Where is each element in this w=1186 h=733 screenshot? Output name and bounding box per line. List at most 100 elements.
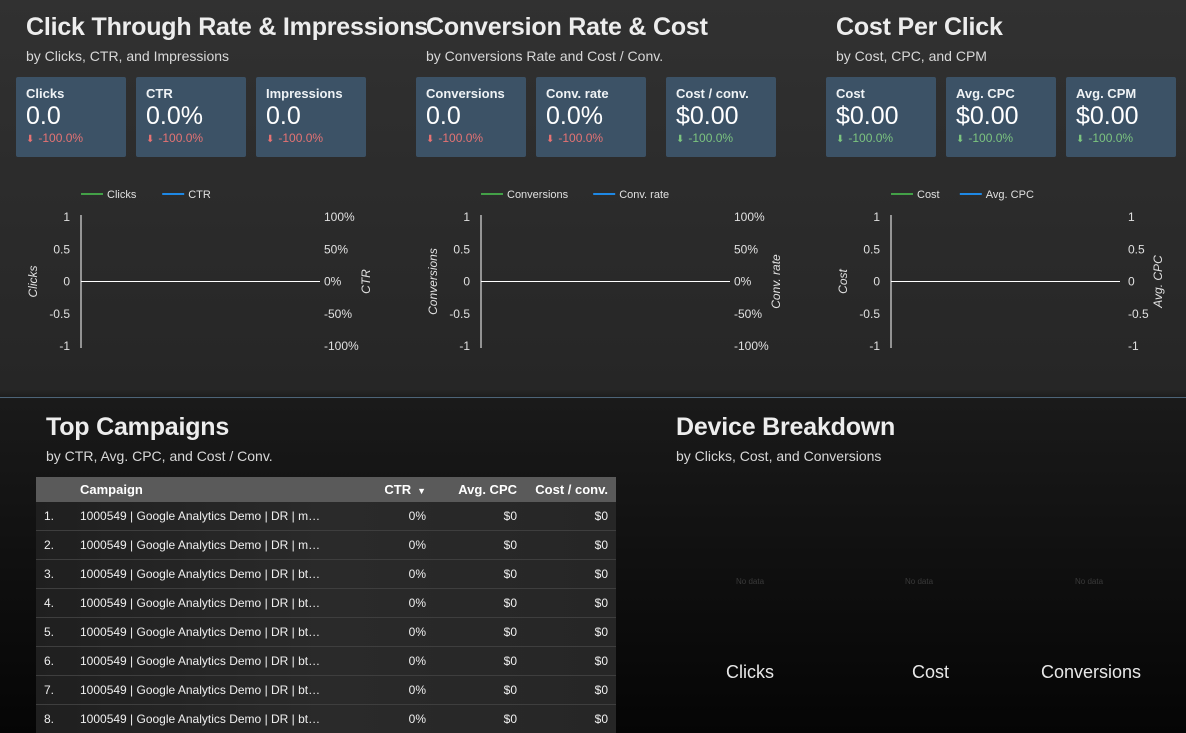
legend-label[interactable]: Cost — [917, 189, 940, 201]
row-index: 4. — [44, 596, 55, 610]
table-row[interactable]: 3. 1000549 | Google Analytics Demo | DR |… — [36, 560, 616, 589]
kpi-delta: ⬇ -100.0% — [426, 131, 516, 145]
column-header-campaign[interactable]: Campaign — [80, 482, 143, 497]
row-index: 7. — [44, 683, 55, 697]
kpi-delta-value: -100.0% — [38, 131, 84, 145]
kpi-value: 0.0 — [426, 102, 461, 130]
section-subtitle: by Clicks, Cost, and Conversions — [676, 448, 882, 464]
arrow-down-icon: ⬇ — [26, 134, 35, 145]
table-row[interactable]: 5. 1000549 | Google Analytics Demo | DR |… — [36, 618, 616, 647]
y-tick-label: -1 — [59, 339, 70, 353]
y2-axis-title: Conv. rate — [769, 254, 783, 309]
column-header-avg-cpc[interactable]: Avg. CPC — [458, 482, 517, 497]
kpi-delta-value: -100.0% — [968, 131, 1014, 145]
kpi-card-avg-cpc[interactable]: Avg. CPC $0.00 ⬇ -100.0% — [946, 77, 1056, 157]
kpi-delta: ⬇ -100.0% — [836, 131, 926, 145]
cost-cpc-chart[interactable]: Cost Avg. CPC 1 0.5 0 -0.5 -1 1 0.5 0 -0.5 -1 Cost Av… — [810, 178, 1186, 358]
kpi-delta: ⬇ -100.0% — [266, 131, 356, 145]
y-tick-label: 1 — [63, 210, 70, 224]
table-row[interactable]: 8. 1000549 | Google Analytics Demo | DR |… — [36, 705, 616, 733]
kpi-value: 0.0% — [546, 102, 603, 130]
section-title: Top Campaigns — [46, 413, 230, 441]
sort-descending-icon[interactable]: ▼ — [417, 486, 426, 496]
avg-cpc-cell: $0 — [503, 509, 517, 523]
device-cost-label: Cost — [912, 662, 950, 682]
kpi-card-cost-conv[interactable]: Cost / conv. $0.00 ⬇ -100.0% — [666, 77, 776, 157]
conversions-rate-chart[interactable]: Conversions Conv. rate 1 0.5 0 -0.5 -1 100% 50% 0… — [400, 178, 810, 358]
kpi-label: Conv. rate — [546, 86, 609, 101]
kpi-value: 0.0% — [146, 102, 203, 130]
y2-tick-label: -100% — [734, 339, 769, 353]
ctr-cell: 0% — [408, 596, 426, 610]
section-title: Device Breakdown — [676, 413, 896, 441]
ctr-cell: 0% — [408, 567, 426, 581]
table-row[interactable]: 2. 1000549 | Google Analytics Demo | DR |… — [36, 531, 616, 560]
table-row[interactable]: 4. 1000549 | Google Analytics Demo | DR |… — [36, 589, 616, 618]
arrow-down-icon: ⬇ — [426, 134, 435, 145]
column-header-cost-conv[interactable]: Cost / conv. — [535, 482, 608, 497]
kpi-delta-value: -100.0% — [1088, 131, 1134, 145]
arrow-down-icon: ⬇ — [266, 134, 275, 145]
section-title: Click Through Rate & Impressions — [26, 13, 429, 41]
legend-label[interactable]: Conversions — [507, 189, 569, 201]
kpi-label: Cost — [836, 86, 865, 101]
kpi-delta-value: -100.0% — [688, 131, 734, 145]
y2-tick-label: 0% — [324, 275, 342, 289]
row-index: 3. — [44, 567, 55, 581]
campaign-cell: 1000549 | Google Analytics Demo | DR | m… — [80, 538, 324, 552]
campaign-cell: 1000549 | Google Analytics Demo | DR | b… — [80, 654, 324, 668]
kpi-card-impressions[interactable]: Impressions 0.0 ⬇ -100.0% — [256, 77, 366, 157]
kpi-delta-value: -100.0% — [558, 131, 604, 145]
kpi-label: Conversions — [426, 86, 505, 101]
avg-cpc-cell: $0 — [503, 567, 517, 581]
kpi-card-conv-rate[interactable]: Conv. rate 0.0% ⬇ -100.0% — [536, 77, 646, 157]
kpi-delta: ⬇ -100.0% — [146, 131, 236, 145]
section-conversion-cost: Conversion Rate & Cost by Conversions Ra… — [426, 13, 708, 64]
kpi-card-clicks[interactable]: Clicks 0.0 ⬇ -100.0% — [16, 77, 126, 157]
table-row[interactable]: 7. 1000549 | Google Analytics Demo | DR |… — [36, 676, 616, 705]
y-tick-label: 1 — [463, 210, 470, 224]
row-index: 5. — [44, 625, 55, 639]
ctr-cell: 0% — [408, 654, 426, 668]
device-clicks-label: Clicks — [726, 662, 774, 682]
y-tick-label: 0.5 — [453, 242, 470, 256]
cost-conv-cell: $0 — [594, 683, 608, 697]
kpi-delta-value: -100.0% — [848, 131, 894, 145]
row-index: 2. — [44, 538, 55, 552]
kpi-card-conversions[interactable]: Conversions 0.0 ⬇ -100.0% — [416, 77, 526, 157]
kpi-delta: ⬇ -100.0% — [676, 131, 766, 145]
column-header-ctr[interactable]: CTR ▼ — [324, 482, 438, 497]
legend-label[interactable]: Avg. CPC — [986, 189, 1034, 201]
campaign-cell: 1000549 | Google Analytics Demo | DR | b… — [80, 712, 324, 726]
kpi-card-ctr[interactable]: CTR 0.0% ⬇ -100.0% — [136, 77, 246, 157]
section-title: Cost Per Click — [836, 13, 1003, 41]
y-tick-label: 0 — [463, 275, 470, 289]
column-header-ctr-label: CTR — [384, 482, 412, 497]
section-subtitle: by Cost, CPC, and CPM — [836, 48, 987, 64]
clicks-ctr-chart[interactable]: Clicks CTR 1 0.5 0 -0.5 -1 100% 50% 0% -50% -100% Cl… — [0, 178, 400, 358]
kpi-card-avg-cpm[interactable]: Avg. CPM $0.00 ⬇ -100.0% — [1066, 77, 1176, 157]
cost-conv-cell: $0 — [594, 625, 608, 639]
y-tick-label: 1 — [873, 210, 880, 224]
kpi-label: Impressions — [266, 86, 343, 101]
conversions-pie-nodata: No data — [1075, 577, 1104, 586]
table-row[interactable]: 1. 1000549 | Google Analytics Demo | DR |… — [36, 502, 616, 531]
kpi-card-cost[interactable]: Cost $0.00 ⬇ -100.0% — [826, 77, 936, 157]
ctr-cell: 0% — [408, 625, 426, 639]
table-row[interactable]: 6. 1000549 | Google Analytics Demo | DR |… — [36, 647, 616, 676]
legend-label[interactable]: Clicks — [107, 189, 137, 201]
cost-conv-cell: $0 — [594, 712, 608, 726]
y2-tick-label: 0 — [1128, 275, 1135, 289]
kpi-delta: ⬇ -100.0% — [956, 131, 1046, 145]
legend-label[interactable]: CTR — [188, 189, 211, 201]
section-device-breakdown: Device Breakdown by Clicks, Cost, and Co… — [676, 413, 895, 464]
legend-label[interactable]: Conv. rate — [619, 189, 669, 201]
avg-cpc-cell: $0 — [503, 683, 517, 697]
y2-tick-label: 1 — [1128, 210, 1135, 224]
y2-tick-label: -50% — [734, 307, 762, 321]
y-tick-label: -1 — [459, 339, 470, 353]
y-tick-label: 0 — [63, 275, 70, 289]
kpi-label: CTR — [146, 86, 173, 101]
section-subtitle: by Conversions Rate and Cost / Conv. — [426, 48, 664, 64]
row-index: 6. — [44, 654, 55, 668]
